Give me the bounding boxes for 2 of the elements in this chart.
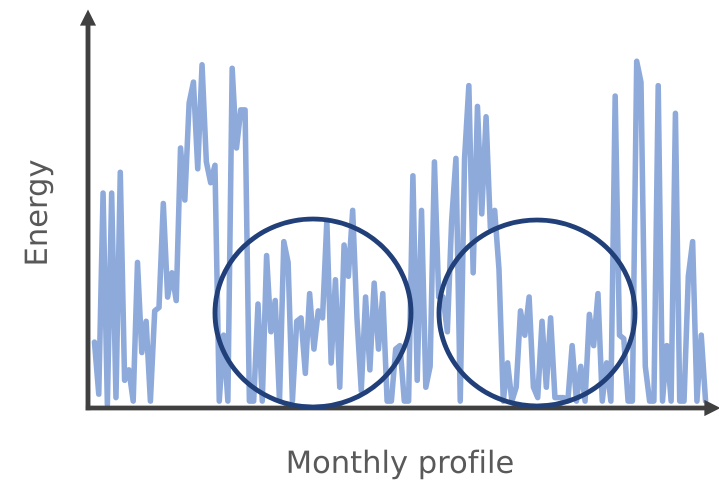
x-axis-title: Monthly profile [288, 450, 513, 480]
y-axis-title: Energy [24, 160, 54, 264]
